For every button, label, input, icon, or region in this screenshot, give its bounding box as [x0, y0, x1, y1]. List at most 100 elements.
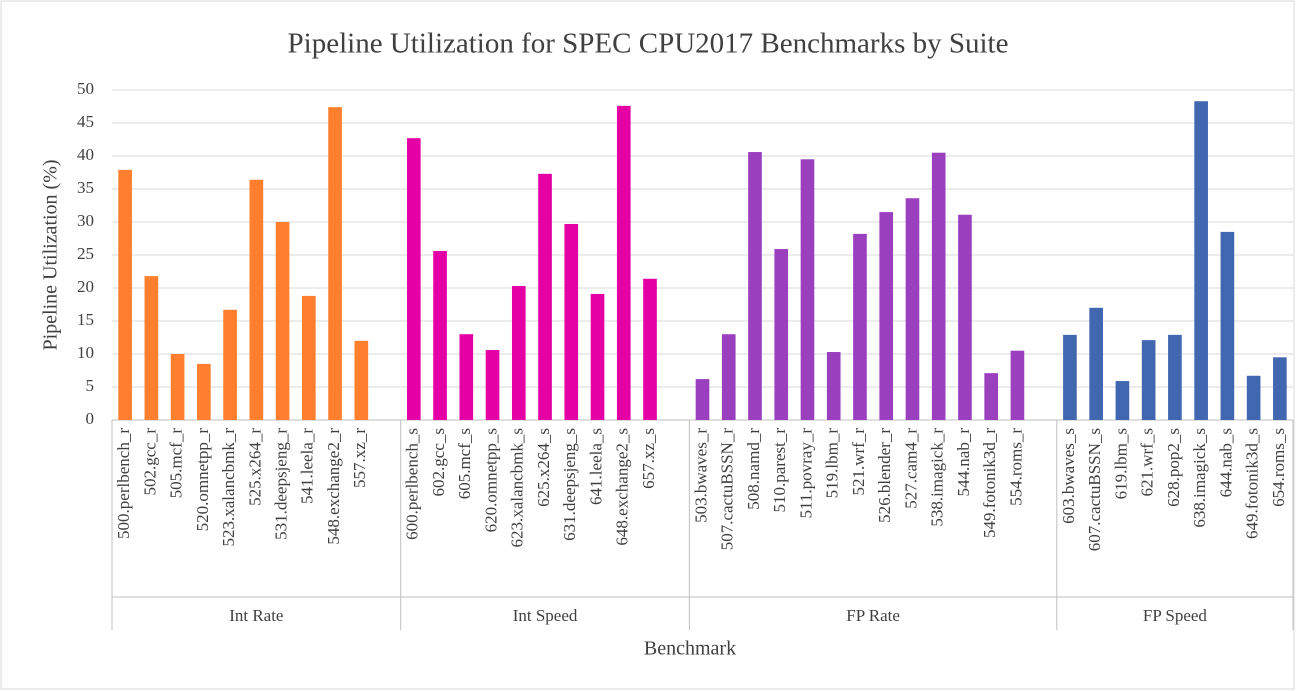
- x-tick-label: 519.lbm_r: [823, 428, 842, 499]
- bar: [1141, 340, 1156, 420]
- x-tick-label: 600.perlbench_s: [403, 428, 422, 540]
- x-tick-label: 638.imagick_s: [1190, 428, 1209, 528]
- bar: [328, 107, 342, 420]
- bar: [984, 373, 999, 420]
- bar: [433, 251, 447, 420]
- y-axis-label: Pipeline Utilization (%): [40, 159, 62, 350]
- bar: [1273, 357, 1287, 420]
- x-tick-label: 502.gcc_r: [140, 428, 159, 496]
- x-tick-label: 525.x264_r: [245, 428, 264, 506]
- x-axis-label: Benchmark: [644, 638, 736, 660]
- x-tick-label: 511.povray_r: [796, 428, 815, 519]
- bar: [564, 223, 579, 420]
- x-tick-label: 657.xz_s: [639, 428, 658, 489]
- x-tick-label: 625.x264_s: [534, 428, 553, 507]
- bar: [406, 138, 421, 420]
- bar: [302, 295, 316, 420]
- x-tick-label: 521.wrf_r: [849, 428, 868, 496]
- x-tick-label: 607.cactuBSSN_s: [1085, 428, 1104, 551]
- y-tick-label: 0: [86, 409, 95, 428]
- bar: [275, 222, 290, 420]
- x-tick-label: 602.gcc_s: [429, 428, 448, 496]
- bar: [197, 363, 211, 420]
- x-tick-label: 628.pop2_s: [1164, 428, 1183, 507]
- bar: [249, 179, 264, 420]
- x-tick-label: 510.parest_r: [770, 428, 789, 513]
- bar: [695, 379, 710, 420]
- y-tick-label: 5: [86, 376, 95, 395]
- x-tick-label: 526.blender_r: [875, 428, 894, 523]
- x-tick-label: 605.mcf_s: [455, 428, 474, 499]
- y-tick-label: 35: [77, 178, 94, 197]
- bar: [1168, 334, 1182, 420]
- y-tick-label: 50: [77, 79, 94, 98]
- x-tick-label: 603.bwaves_s: [1059, 428, 1078, 524]
- x-tick-label: 531.deepsjeng_r: [271, 428, 290, 540]
- x-tick-label: 503.bwaves_r: [691, 428, 710, 523]
- bar: [144, 276, 159, 420]
- x-tick-label: 649.fotonik3d_s: [1243, 428, 1262, 539]
- bar: [1063, 334, 1077, 420]
- chart-title: Pipeline Utilization for SPEC CPU2017 Be…: [288, 28, 1009, 60]
- x-tick-label: 548.exchange2_r: [324, 428, 343, 545]
- bar: [170, 354, 185, 420]
- bar: [931, 152, 946, 420]
- y-tick-label: 15: [77, 310, 94, 329]
- bar: [590, 293, 605, 420]
- bar: [223, 309, 237, 420]
- bar: [774, 249, 789, 420]
- x-tick-label: 644.nab_s: [1216, 428, 1235, 497]
- x-tick-label: 620.omnetpp_s: [481, 428, 500, 532]
- bar: [748, 152, 762, 421]
- bar: [1194, 101, 1208, 420]
- group-label: FP Speed: [1143, 606, 1208, 625]
- bar: [1220, 231, 1235, 420]
- group-label: FP Rate: [846, 606, 900, 625]
- x-tick-label: 544.nab_r: [954, 428, 973, 497]
- bar: [958, 214, 972, 420]
- bar: [826, 352, 841, 420]
- bar: [879, 212, 894, 420]
- group-label: Int Speed: [513, 606, 578, 625]
- bar: [1246, 375, 1261, 420]
- x-tick-label: 505.mcf_r: [167, 428, 186, 499]
- x-tick-label: 623.xalancbmk_s: [508, 428, 527, 547]
- x-tick-label: 619.lbm_s: [1111, 428, 1130, 499]
- x-tick-label: 508.namd_r: [744, 428, 763, 510]
- bar: [1115, 381, 1130, 420]
- bar: [905, 198, 920, 420]
- y-tick-label: 40: [77, 145, 94, 164]
- bar: [1089, 307, 1103, 420]
- bar: [616, 105, 631, 420]
- x-tick-label: 527.cam4_r: [901, 428, 920, 509]
- x-tick-label: 520.omnetpp_r: [193, 428, 212, 532]
- x-tick-label: 654.roms_s: [1269, 428, 1288, 507]
- y-tick-label: 30: [77, 211, 94, 230]
- x-tick-label: 523.xalancbmk_r: [219, 428, 238, 547]
- bar: [459, 334, 474, 420]
- x-tick-label: 641.leela_s: [586, 428, 605, 505]
- bar: [853, 233, 867, 420]
- bar: [643, 278, 657, 420]
- x-tick-label: 621.wrf_s: [1138, 428, 1157, 496]
- bar: [354, 340, 369, 420]
- x-tick-label: 507.cactuBSSN_r: [718, 428, 737, 551]
- bar: [721, 334, 736, 420]
- bar: [1010, 350, 1025, 420]
- x-tick-label: 541.leela_r: [298, 428, 317, 504]
- x-tick-label: 500.perlbench_r: [114, 428, 133, 539]
- bar: [118, 169, 132, 420]
- x-tick-label: 631.deepsjeng_s: [560, 428, 579, 541]
- bar: [800, 159, 815, 421]
- x-tick-label: 557.xz_r: [350, 428, 369, 488]
- x-tick-label: 538.imagick_r: [928, 428, 947, 527]
- y-tick-label: 10: [77, 343, 94, 362]
- bar: [538, 173, 552, 420]
- bar: [485, 350, 500, 420]
- bar: [511, 286, 526, 420]
- y-tick-label: 45: [77, 112, 94, 131]
- x-tick-label: 648.exchange2_s: [613, 428, 632, 546]
- y-tick-label: 20: [77, 277, 94, 296]
- group-label: Int Rate: [229, 606, 283, 625]
